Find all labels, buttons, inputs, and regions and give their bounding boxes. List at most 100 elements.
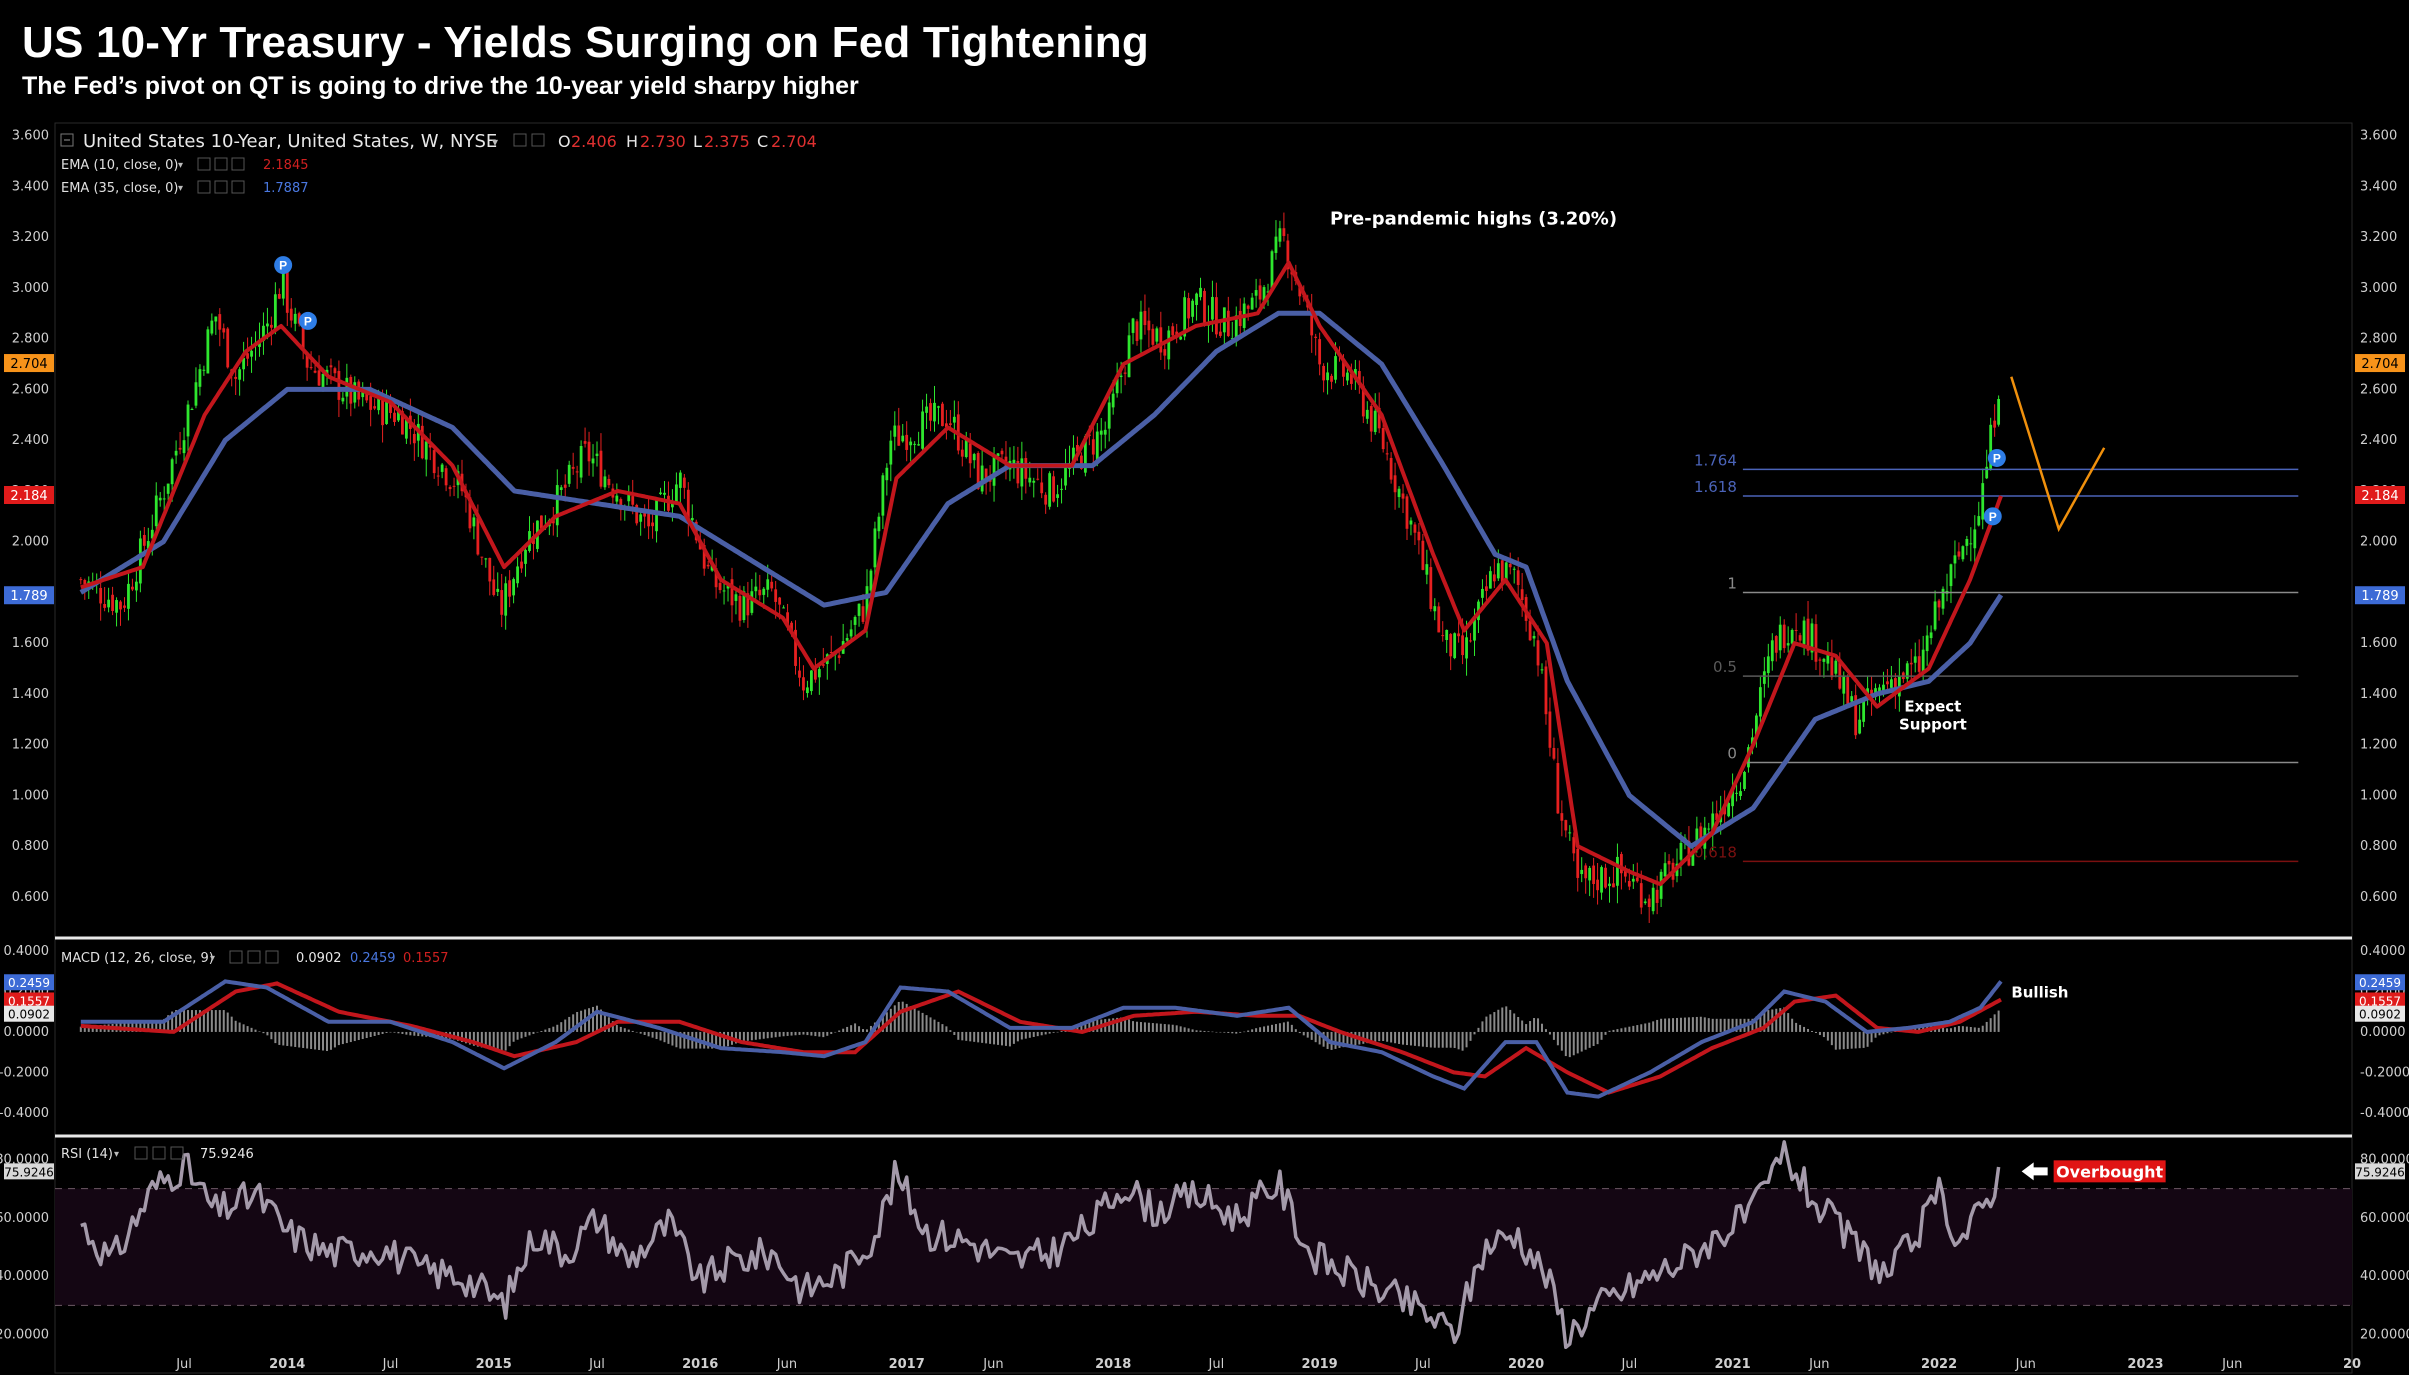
candle-body xyxy=(1818,659,1822,661)
candle-body xyxy=(377,394,381,411)
macd-histogram-bar xyxy=(552,1026,555,1032)
candle-body xyxy=(1798,635,1802,641)
collapse-icon[interactable] xyxy=(60,133,74,147)
dropdown-caret-icon[interactable]: ▾ xyxy=(114,1149,119,1160)
close-icon[interactable] xyxy=(265,950,279,964)
macd-histogram-bar xyxy=(1997,1010,2000,1032)
candle-body xyxy=(1993,420,1997,428)
settings-icon[interactable] xyxy=(152,1146,166,1160)
macd-histogram-bar xyxy=(603,1013,606,1032)
symbol-label[interactable]: United States 10-Year, United States, W,… xyxy=(83,131,497,152)
y-tick-label-left: 3.000 xyxy=(12,281,49,296)
macd-histogram-bar xyxy=(671,1031,674,1046)
eye-icon[interactable] xyxy=(197,180,211,194)
macd-histogram-bar xyxy=(746,1031,749,1041)
macd-histogram-bar xyxy=(381,1031,384,1034)
settings-icon[interactable] xyxy=(214,180,228,194)
candle-body xyxy=(837,655,841,658)
settings-icon[interactable] xyxy=(531,133,545,147)
candle-body xyxy=(1552,747,1556,759)
candle-body xyxy=(754,586,758,592)
macd-histogram-bar xyxy=(333,1031,336,1048)
fib-level-label: 1 xyxy=(1727,574,1737,592)
candle-body xyxy=(472,517,476,527)
macd-histogram-bar xyxy=(1175,1025,1178,1032)
macd-histogram-bar xyxy=(1338,1031,1341,1048)
candle-body xyxy=(869,570,873,591)
settings-icon[interactable] xyxy=(247,950,261,964)
candle-body xyxy=(1707,828,1711,830)
candle-body xyxy=(250,350,253,357)
candle-body xyxy=(686,489,690,521)
candle-body xyxy=(948,423,952,426)
macd-histogram-bar xyxy=(306,1031,309,1049)
close-icon[interactable] xyxy=(231,180,245,194)
candle-body xyxy=(933,402,936,422)
candle-body xyxy=(242,357,246,370)
macd-histogram-bar xyxy=(1040,1031,1043,1036)
macd-histogram-bar xyxy=(504,1031,507,1051)
candle-body xyxy=(79,579,83,581)
x-tick-label: 2023 xyxy=(2127,1357,2163,1372)
macd-histogram-bar xyxy=(1664,1018,1667,1032)
eye-icon[interactable] xyxy=(513,133,527,147)
macd-histogram-bar xyxy=(1922,1025,1925,1032)
candle-body xyxy=(1314,336,1318,338)
candle-body xyxy=(1211,296,1214,320)
close-icon[interactable] xyxy=(231,157,245,171)
macd-histogram-bar xyxy=(1223,1031,1226,1033)
dropdown-caret-icon[interactable]: ▾ xyxy=(178,183,183,194)
rsi-price-tag-right-text: 75.9246 xyxy=(2355,1165,2405,1179)
eye-icon[interactable] xyxy=(134,1146,148,1160)
macd-histogram-bar xyxy=(1544,1029,1547,1032)
macd-histogram-bar xyxy=(1199,1030,1202,1032)
close-icon[interactable] xyxy=(170,1146,184,1160)
dropdown-caret-icon[interactable]: ▾ xyxy=(492,135,498,149)
y-tick-label-right: 2.000 xyxy=(2360,535,2397,550)
candle-body xyxy=(273,294,277,332)
macd-histogram-bar xyxy=(1648,1022,1651,1032)
candle-body xyxy=(1076,444,1079,452)
candle-body xyxy=(1381,428,1385,450)
candle-body xyxy=(540,515,543,529)
candle-body xyxy=(1441,635,1445,637)
dropdown-caret-icon[interactable]: ▾ xyxy=(210,953,215,964)
macd-histogram-bar xyxy=(1755,1016,1758,1032)
candle-body xyxy=(829,651,833,653)
macd-histogram-bar xyxy=(826,1031,829,1036)
macd-histogram-bar xyxy=(151,1020,154,1032)
candle-body xyxy=(1846,677,1850,705)
candle-body xyxy=(1520,589,1524,601)
macd-histogram-bar xyxy=(214,1010,217,1032)
eye-icon[interactable] xyxy=(229,950,243,964)
page-title: US 10-Yr Treasury - Yields Surging on Fe… xyxy=(22,18,1149,67)
ema35-label[interactable]: EMA (35, close, 0) xyxy=(61,181,178,196)
candle-body xyxy=(1127,335,1131,378)
rsi-label[interactable]: RSI (14) xyxy=(61,1147,113,1162)
candle-body xyxy=(381,395,384,426)
macd-label[interactable]: MACD (12, 26, close, 9) xyxy=(61,951,214,966)
macd-histogram-bar xyxy=(1803,1026,1806,1032)
candle-body xyxy=(1346,372,1349,381)
macd-histogram-bar xyxy=(774,1031,777,1038)
eye-icon[interactable] xyxy=(197,157,211,171)
macd-histogram-bar xyxy=(202,1010,205,1032)
macd-histogram-bar xyxy=(1159,1023,1162,1032)
macd-histogram-bar xyxy=(711,1031,714,1049)
candle-body xyxy=(591,458,595,464)
macd-histogram-bar xyxy=(1366,1031,1369,1044)
candle-body xyxy=(873,528,877,568)
ema10-label[interactable]: EMA (10, close, 0) xyxy=(61,158,178,173)
dropdown-caret-icon[interactable]: ▾ xyxy=(178,160,183,171)
settings-icon[interactable] xyxy=(214,157,228,171)
macd-histogram-bar xyxy=(1973,1027,1976,1032)
macd-histogram-bar xyxy=(921,1012,924,1032)
candle-body xyxy=(1215,297,1218,335)
macd-histogram-bar xyxy=(1477,1027,1480,1032)
candle-body xyxy=(1977,516,1981,526)
y-tick-label-right: 1.000 xyxy=(2360,788,2397,803)
candle-body xyxy=(1576,848,1580,878)
candle-body xyxy=(301,326,305,351)
x-tick-label: 2015 xyxy=(476,1357,512,1372)
